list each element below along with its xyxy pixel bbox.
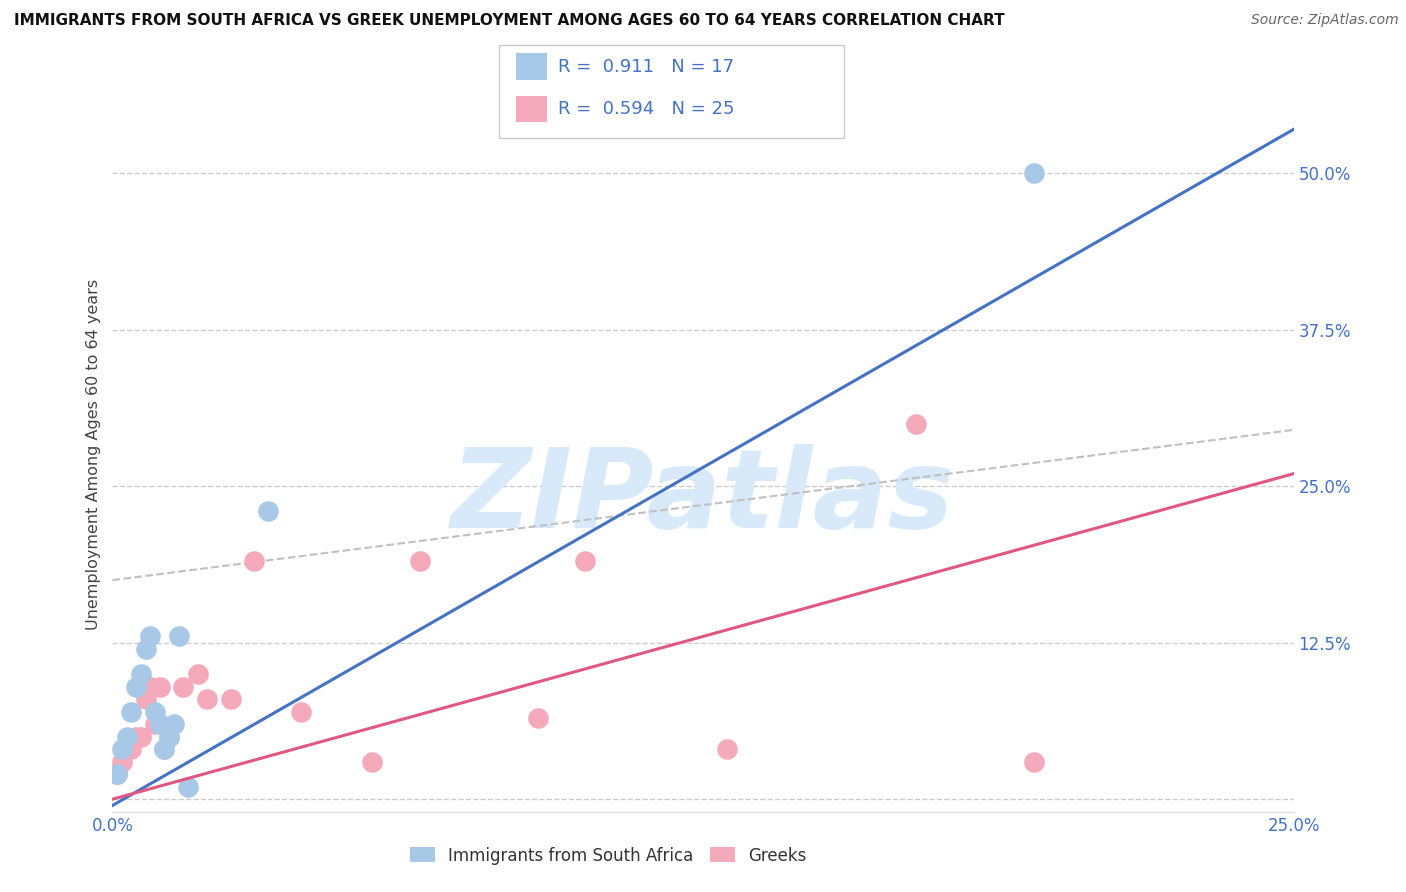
Greeks (125, 730, 148, 744)
Greeks (105, 767, 128, 781)
Greeks (243, 554, 266, 568)
Legend: Immigrants from South Africa, Greeks: Immigrants from South Africa, Greeks (404, 840, 814, 871)
Immigrants from South Africa (1022, 166, 1045, 180)
Greeks (129, 730, 152, 744)
Text: ZIPatlas: ZIPatlas (451, 444, 955, 551)
Immigrants from South Africa (153, 742, 176, 756)
Greeks (139, 680, 162, 694)
Greeks (153, 742, 176, 756)
Immigrants from South Africa (157, 730, 180, 744)
Greeks (149, 680, 172, 694)
Greeks (111, 755, 134, 769)
Immigrants from South Africa (129, 667, 152, 681)
Greeks (143, 717, 166, 731)
Greeks (186, 667, 208, 681)
Immigrants from South Africa (105, 767, 128, 781)
Text: R =  0.911   N = 17: R = 0.911 N = 17 (558, 58, 734, 76)
Immigrants from South Africa (257, 504, 280, 518)
Immigrants from South Africa (125, 680, 148, 694)
Immigrants from South Africa (120, 705, 142, 719)
Immigrants from South Africa (139, 630, 162, 644)
Immigrants from South Africa (163, 717, 186, 731)
Greeks (135, 692, 157, 706)
Immigrants from South Africa (177, 780, 200, 794)
Greeks (195, 692, 218, 706)
Greeks (361, 755, 384, 769)
Greeks (526, 711, 548, 725)
Immigrants from South Africa (149, 717, 172, 731)
Immigrants from South Africa (115, 730, 138, 744)
Greeks (290, 705, 312, 719)
Y-axis label: Unemployment Among Ages 60 to 64 years: Unemployment Among Ages 60 to 64 years (86, 279, 101, 631)
Immigrants from South Africa (167, 630, 190, 644)
Text: Source: ZipAtlas.com: Source: ZipAtlas.com (1251, 13, 1399, 28)
Greeks (1022, 755, 1045, 769)
Greeks (408, 554, 430, 568)
Immigrants from South Africa (111, 742, 134, 756)
Greeks (172, 680, 194, 694)
Greeks (120, 742, 142, 756)
Immigrants from South Africa (143, 705, 166, 719)
Greeks (115, 742, 138, 756)
Greeks (219, 692, 242, 706)
Greeks (716, 742, 738, 756)
Greeks (574, 554, 596, 568)
Greeks (904, 417, 927, 431)
Greeks (157, 730, 180, 744)
Immigrants from South Africa (135, 642, 157, 657)
Text: IMMIGRANTS FROM SOUTH AFRICA VS GREEK UNEMPLOYMENT AMONG AGES 60 TO 64 YEARS COR: IMMIGRANTS FROM SOUTH AFRICA VS GREEK UN… (14, 13, 1005, 29)
Text: R =  0.594   N = 25: R = 0.594 N = 25 (558, 100, 735, 118)
